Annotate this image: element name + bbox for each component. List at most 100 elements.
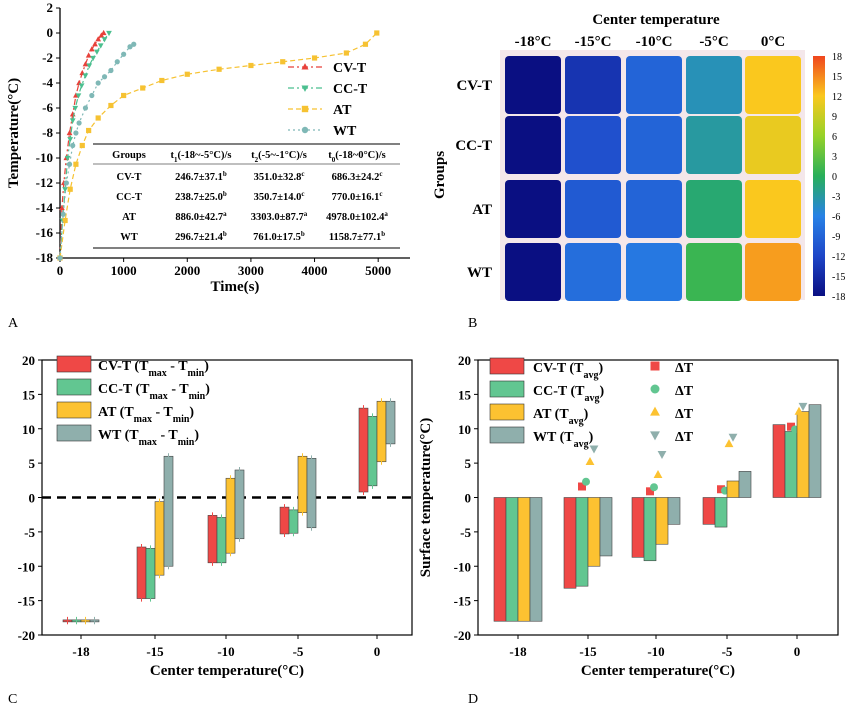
b-colorbar [813, 56, 825, 296]
b-column-label: 0°C [761, 34, 785, 50]
a-point-wt [63, 180, 69, 186]
a-point-cv-t [88, 46, 95, 52]
a-point-cc-t [67, 137, 74, 143]
a-point-wt [57, 255, 63, 261]
d-bar-at [796, 411, 810, 498]
d-delta-marker-at [653, 470, 663, 479]
panel-d-average-bars: 20 15 10 5 0 -5 -10 -15 -20 Surface temperature(°… [418, 353, 839, 679]
a-point-at [62, 217, 68, 224]
a-point-cv-t [66, 129, 73, 136]
b-column-label: -15°C [575, 34, 612, 50]
d-delta-marker-wt [589, 445, 599, 454]
panel-label-d: D [468, 692, 478, 707]
a-point-cc-t [75, 93, 82, 99]
d-bar-at [726, 480, 740, 498]
d-bar-cc-t [643, 497, 657, 562]
d-bar-wt [529, 497, 543, 622]
c-y-tick-label: 10 [22, 422, 35, 437]
b-colorbar-tick-label: -3 [832, 192, 840, 203]
b-heat-cell [745, 56, 801, 114]
b-column-label: -10°C [636, 34, 673, 50]
d-bar-cc-t [784, 431, 798, 498]
panel-label-b: B [468, 316, 477, 331]
b-column-label: -5°C [699, 34, 728, 50]
a-point-wt [101, 74, 108, 80]
c-y-tick-label: -15 [18, 594, 36, 609]
a-table-cell: CV-T [117, 172, 142, 183]
d-delta-marker-cc-t [650, 483, 658, 492]
a-point-wt [131, 41, 137, 47]
d-bar-at [587, 497, 601, 567]
c-y-tick-label: 20 [22, 353, 35, 368]
a-point-wt [108, 67, 114, 74]
a-table-cell: 238.7±25.0b [175, 190, 227, 203]
c-y-tick-label: -20 [18, 628, 35, 643]
a-point-at [184, 71, 190, 77]
d-y-tick-label: -15 [454, 594, 472, 609]
b-colorbar-tick-label: 15 [832, 72, 842, 83]
b-row-label: WT [467, 265, 492, 281]
b-heat-cell [626, 243, 682, 301]
a-y-tick-label: -12 [36, 175, 53, 190]
a-point-cv-t [95, 36, 102, 42]
d-delta-marker-cv-t [717, 485, 725, 494]
a-point-wt [66, 161, 73, 167]
d-x-axis-label: Center temperature(°C) [581, 663, 735, 679]
d-legend-delta-label: ΔT [675, 361, 694, 376]
a-legend-label: AT [333, 103, 352, 118]
b-row-label: AT [472, 202, 492, 218]
c-x-tick-label: -5 [293, 644, 304, 659]
d-y-tick-label: -10 [454, 559, 471, 574]
a-point-at [67, 186, 73, 192]
a-legend-marker [301, 105, 309, 113]
a-point-wt [89, 92, 95, 99]
a-x-tick-label: 4000 [302, 263, 328, 278]
d-x-tick-label: 0 [794, 644, 801, 659]
d-delta-marker-wt [728, 433, 738, 442]
d-delta-marker-cc-t [582, 477, 590, 486]
a-table-cell: 350.7±14.0c [254, 190, 305, 203]
a-point-cc-t [97, 43, 104, 49]
a-point-wt [60, 211, 66, 217]
a-x-tick-label: 0 [57, 263, 64, 278]
b-heat-cell [565, 243, 621, 301]
a-table-cell: CC-T [116, 192, 142, 203]
a-point-cc-t [82, 73, 89, 79]
a-table-cell: WT [120, 232, 138, 243]
b-heat-cell [745, 116, 801, 174]
d-x-tick-label: -15 [579, 644, 597, 659]
d-bar-cv-t [631, 497, 645, 558]
c-y-tick-label: -10 [18, 559, 35, 574]
c-x-tick-label: -18 [72, 644, 90, 659]
d-delta-marker-at [794, 406, 804, 415]
b-title: Center temperature [592, 12, 720, 28]
b-colorbar-tick-label: 18 [832, 52, 842, 63]
a-series-line-wt [59, 43, 135, 259]
a-point-wt [73, 130, 79, 136]
b-colorbar-tick-label: 0 [832, 172, 837, 183]
b-heat-cell [686, 180, 742, 238]
a-point-cv-t [69, 111, 76, 117]
d-x-tick-label: -18 [509, 644, 527, 659]
a-x-tick-label: 2000 [174, 263, 200, 278]
d-bar-at [655, 497, 669, 545]
b-colorbar-tick-label: -6 [832, 212, 840, 223]
a-point-wt [82, 105, 89, 111]
b-colorbar-tick-label: -15 [832, 272, 845, 283]
a-y-tick-label: 2 [47, 0, 54, 15]
d-x-tick-label: -5 [722, 644, 733, 659]
a-y-tick-label: -16 [36, 225, 54, 240]
a-point-at [159, 77, 165, 84]
a-point-cv-t [59, 204, 65, 211]
a-legend-label: WT [333, 124, 357, 139]
b-heat-cell [565, 180, 621, 238]
c-legend-swatch [56, 378, 92, 396]
a-point-cc-t [78, 83, 85, 89]
b-heat-cell [565, 116, 621, 174]
b-column-label: -18°C [515, 34, 552, 50]
b-heat-cell [505, 180, 561, 238]
a-x-tick-label: 3000 [238, 263, 264, 278]
a-series-line-cc-t [59, 32, 110, 259]
a-table-cell: 246.7±37.1b [175, 170, 227, 183]
a-y-tick-label: -4 [42, 75, 53, 90]
